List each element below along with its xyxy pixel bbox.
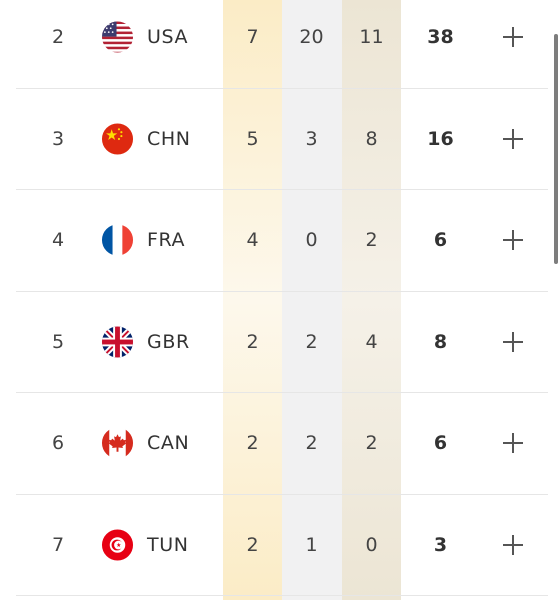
country-code: GBR <box>147 330 190 353</box>
table-row[interactable]: 4 FRA 4 0 2 6 <box>16 190 548 292</box>
bronze-count: 11 <box>359 26 384 49</box>
bronze-count: 4 <box>365 330 378 353</box>
china-flag-icon <box>101 123 134 155</box>
table-row[interactable]: 3 CHN 5 3 8 16 <box>16 89 548 190</box>
total-count: 16 <box>427 127 454 150</box>
usa-flag-icon <box>101 21 134 53</box>
gold-count: 5 <box>246 127 259 150</box>
gold-count: 2 <box>246 533 259 556</box>
plus-icon[interactable] <box>500 227 526 253</box>
gold-count: 7 <box>246 26 259 49</box>
silver-count: 0 <box>305 229 318 252</box>
country-code: CHN <box>147 127 191 150</box>
bronze-count: 2 <box>365 229 378 252</box>
rank: 4 <box>52 229 65 252</box>
country-code: CAN <box>147 432 190 455</box>
gold-count: 2 <box>246 330 259 353</box>
rank: 7 <box>52 533 65 556</box>
bronze-column-background <box>342 0 401 600</box>
table-row[interactable]: 5 GBR 2 2 4 8 <box>16 292 548 393</box>
silver-count: 3 <box>305 127 318 150</box>
uk-flag-icon <box>101 326 134 358</box>
table-row[interactable]: 6 CAN 2 2 2 6 <box>16 393 548 495</box>
plus-icon[interactable] <box>500 430 526 456</box>
gold-count: 4 <box>246 229 259 252</box>
silver-count: 1 <box>305 533 318 556</box>
france-flag-icon <box>101 224 134 256</box>
bronze-count: 8 <box>365 127 378 150</box>
silver-column-background <box>282 0 342 600</box>
country-code: FRA <box>147 229 186 252</box>
gold-count: 2 <box>246 432 259 455</box>
rank: 3 <box>52 127 65 150</box>
total-count: 6 <box>433 432 448 455</box>
country-code: TUN <box>147 533 189 556</box>
bronze-count: 2 <box>365 432 378 455</box>
table-row[interactable]: 2 USA 7 20 11 38 <box>16 0 548 89</box>
total-count: 6 <box>433 229 448 252</box>
total-count: 8 <box>433 330 448 353</box>
total-count: 38 <box>427 26 454 49</box>
gold-column-background <box>223 0 282 600</box>
rank: 2 <box>52 26 65 49</box>
plus-icon[interactable] <box>500 329 526 355</box>
silver-count: 2 <box>305 432 318 455</box>
plus-icon[interactable] <box>500 126 526 152</box>
silver-count: 2 <box>305 330 318 353</box>
silver-count: 20 <box>299 26 324 49</box>
bronze-count: 0 <box>365 533 378 556</box>
plus-icon[interactable] <box>500 532 526 558</box>
country-code: USA <box>147 26 189 49</box>
rank: 5 <box>52 330 65 353</box>
scrollbar[interactable] <box>554 34 558 264</box>
canada-flag-icon <box>101 427 134 459</box>
table-row[interactable]: 7 TUN 2 1 0 3 <box>16 495 548 596</box>
rank: 6 <box>52 432 65 455</box>
plus-icon[interactable] <box>500 24 526 50</box>
tunisia-flag-icon <box>101 529 134 561</box>
medal-table: 2 USA 7 20 11 38 <box>16 0 548 596</box>
total-count: 3 <box>433 533 448 556</box>
